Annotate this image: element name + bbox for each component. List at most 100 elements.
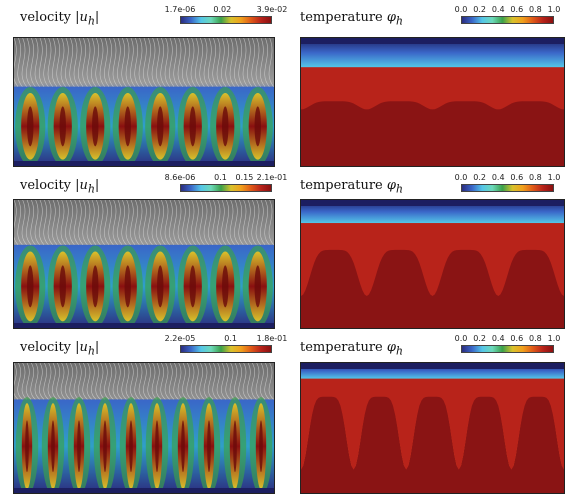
cell-core <box>92 106 99 147</box>
streamline <box>21 363 27 400</box>
streamline <box>242 363 248 400</box>
streamline <box>78 363 84 400</box>
streamline <box>65 363 71 400</box>
temperature-title-1: temperature φh <box>300 10 403 28</box>
isotherm-band <box>301 200 564 296</box>
streamline <box>164 200 170 245</box>
cell-core <box>77 420 81 473</box>
cell-core <box>207 420 211 473</box>
streamline <box>203 200 209 245</box>
streamline <box>117 363 123 400</box>
streamline <box>60 200 66 245</box>
streamline <box>182 38 188 87</box>
colorbar-gradient <box>461 184 554 192</box>
streamline <box>130 363 136 400</box>
streamline <box>216 38 222 87</box>
streamline <box>156 200 162 245</box>
streamline <box>255 38 261 87</box>
velocity-field-1 <box>13 37 275 167</box>
streamline <box>91 363 97 400</box>
cbar-tick: 0.15 <box>235 173 254 182</box>
streamline <box>134 363 140 400</box>
cbar-tick: 0.0 <box>454 5 468 14</box>
streamline <box>47 200 53 245</box>
streamline <box>164 38 170 87</box>
streamline <box>125 200 131 245</box>
streamline <box>234 363 240 400</box>
streamline <box>195 38 201 87</box>
temperature-panel-1: temperature φh 0.0 0.2 0.4 0.6 0.8 1.0 <box>295 0 582 170</box>
streamline <box>251 200 257 245</box>
cbar-tick: 0.2 <box>473 5 486 14</box>
streamline <box>47 38 53 87</box>
streamline <box>95 363 101 400</box>
streamline <box>164 363 170 400</box>
streamline <box>195 363 201 400</box>
streamline <box>121 200 127 245</box>
streamline <box>268 38 274 87</box>
temperature-title-2: temperature φh <box>300 178 403 196</box>
velocity-colorbar-1: 1.7e-06 0.02 3.9e-02 <box>165 5 287 27</box>
velocity-panel-1: velocity |uh| 1.7e-06 0.02 3.9e-02 <box>0 0 287 170</box>
streamline <box>39 38 45 87</box>
streamline <box>264 363 270 400</box>
streamline <box>82 200 88 245</box>
streamline <box>86 200 92 245</box>
streamline <box>221 200 227 245</box>
streamline <box>143 363 149 400</box>
streamline <box>104 363 110 400</box>
streamline <box>160 38 166 87</box>
streamline <box>173 363 179 400</box>
streamline <box>52 363 58 400</box>
streamline <box>112 363 118 400</box>
streamline <box>225 38 231 87</box>
streamline <box>26 200 32 245</box>
streamline <box>73 200 79 245</box>
streamline <box>56 363 62 400</box>
streamline <box>95 200 101 245</box>
streamline <box>186 363 192 400</box>
streamline <box>78 200 84 245</box>
velocity-colorbar-2: 8.6e-06 0.1 0.15 2.1e-01 <box>165 173 287 195</box>
cbar-tick: 1.7e-06 <box>164 5 196 14</box>
streamline <box>177 200 183 245</box>
cell-core <box>59 265 66 308</box>
streamline <box>26 363 32 400</box>
streamline <box>82 38 88 87</box>
cbar-tick: 2.1e-01 <box>256 173 288 182</box>
streamline <box>30 200 36 245</box>
streamline <box>43 363 49 400</box>
cbar-tick: 0.1 <box>214 173 227 182</box>
cell-core <box>189 106 196 147</box>
cbar-tick: 1.0 <box>547 173 561 182</box>
colorbar-gradient <box>180 16 272 24</box>
streamline <box>121 38 127 87</box>
cell-core <box>51 420 55 473</box>
cbar-tick: 0.2 <box>473 173 486 182</box>
streamline <box>260 363 266 400</box>
cbar-tick: 0.6 <box>510 334 524 343</box>
cbar-tick: 3.9e-02 <box>256 5 288 14</box>
streamline <box>216 363 222 400</box>
cbar-tick: 1.8e-01 <box>256 334 288 343</box>
streamline <box>212 363 218 400</box>
streamline <box>264 200 270 245</box>
streamline <box>134 38 140 87</box>
cell-core <box>124 106 131 147</box>
streamline <box>151 38 157 87</box>
cell-core <box>103 420 107 473</box>
streamline <box>173 38 179 87</box>
streamline <box>182 200 188 245</box>
streamline <box>30 363 36 400</box>
streamline <box>203 363 209 400</box>
streamline <box>216 200 222 245</box>
cbar-tick: 0.6 <box>510 173 524 182</box>
streamline <box>208 200 214 245</box>
cbar-tick: 0.6 <box>510 5 524 14</box>
streamline <box>14 363 19 400</box>
streamline <box>147 200 153 245</box>
streamline <box>169 200 175 245</box>
cbar-tick: 0.4 <box>491 334 505 343</box>
temperature-field-2 <box>300 199 565 329</box>
streamline <box>160 200 166 245</box>
